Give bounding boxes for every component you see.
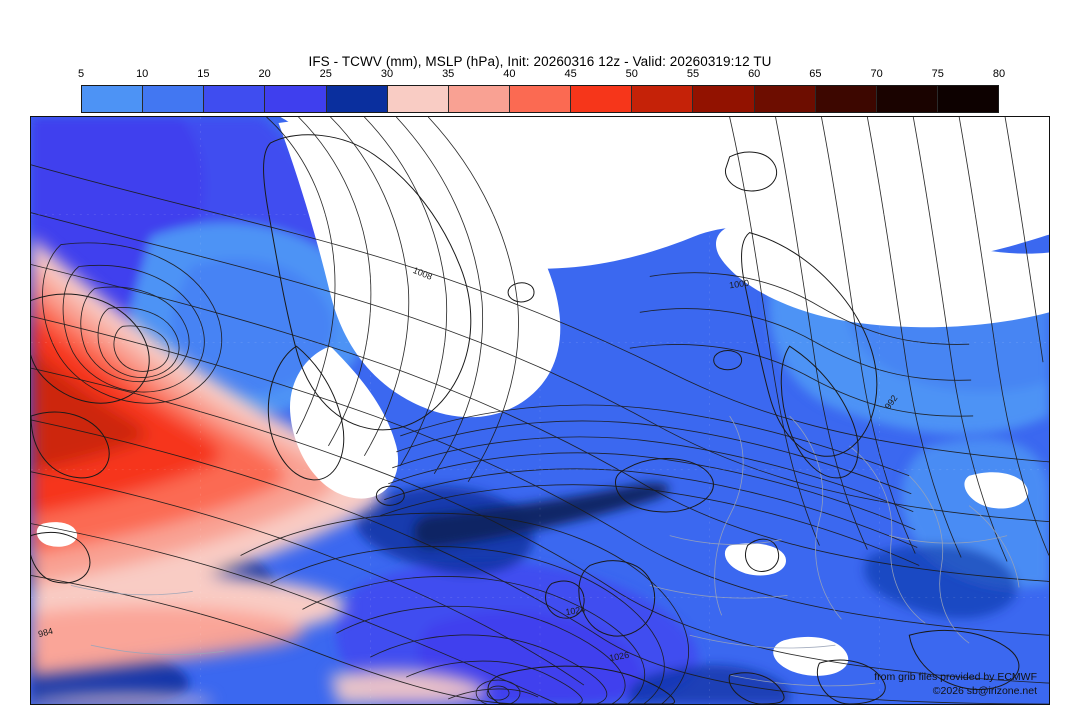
dry-region-below-5mm <box>36 117 1049 676</box>
colorbar-tick-45: 45 <box>564 68 577 80</box>
colorbar-swatch-0 <box>82 86 144 112</box>
graticule <box>31 117 1049 704</box>
colorbar-tick-75: 75 <box>931 68 944 80</box>
colorbar-tick-25: 25 <box>319 68 332 80</box>
colorbar-tick-55: 55 <box>686 68 700 80</box>
colorbar-swatch-13 <box>876 86 938 112</box>
country-borders <box>70 415 1020 687</box>
coastlines <box>31 134 1020 704</box>
colorbar-swatch-10 <box>693 86 755 112</box>
colorbar-swatch-2 <box>204 86 266 112</box>
svg-text:984: 984 <box>37 626 54 639</box>
colorbar-swatch-4 <box>326 86 388 112</box>
colorbar-tick-15: 15 <box>197 68 210 80</box>
colorbar-tick-40: 40 <box>503 68 516 80</box>
colorbar-swatch-12 <box>815 86 877 112</box>
colorbar-swatch-6 <box>448 86 510 112</box>
map-canvas: 1024 1026 1008 1000 992 984 <box>31 117 1049 704</box>
colorbar-swatch-11 <box>754 86 816 112</box>
colorbar-swatch-8 <box>571 86 633 112</box>
svg-text:1026: 1026 <box>608 650 629 663</box>
colorbar-swatch-14 <box>937 86 999 112</box>
colorbar-swatch-7 <box>509 86 572 112</box>
colorbar-swatch-3 <box>265 86 327 112</box>
colorbar-container <box>81 85 999 113</box>
map-panel[interactable]: 1024 1026 1008 1000 992 984 <box>30 116 1050 705</box>
colorbar-tick-35: 35 <box>442 68 455 80</box>
chart-title: IFS - TCWV (mm), MSLP (hPa), Init: 20260… <box>308 54 772 69</box>
colorbar-swatch-5 <box>387 86 449 112</box>
atmospheric-river-warm-sector <box>31 236 488 704</box>
colorbar[interactable] <box>81 85 999 113</box>
colorbar-tick-5: 5 <box>77 68 85 80</box>
colorbar-tick-labels: 5 10 15 20 25 30 35 40 45 50 55 60 65 70 75 80 <box>77 68 1005 82</box>
colorbar-tick-10: 10 <box>136 68 149 80</box>
colorbar-tick-30: 30 <box>380 68 394 80</box>
svg-text:1024: 1024 <box>565 604 586 617</box>
colorbar-tick-65: 65 <box>809 68 822 80</box>
mslp-isobars <box>31 117 1049 704</box>
colorbar-tick-80: 80 <box>992 68 1006 80</box>
colorbar-tick-60: 60 <box>748 68 761 80</box>
colorbar-swatch-1 <box>143 86 205 112</box>
colorbar-tick-70: 70 <box>870 68 883 80</box>
colorbar-tick-20: 20 <box>258 68 271 80</box>
colorbar-tick-50: 50 <box>625 68 638 80</box>
colorbar-swatch-9 <box>632 86 694 112</box>
